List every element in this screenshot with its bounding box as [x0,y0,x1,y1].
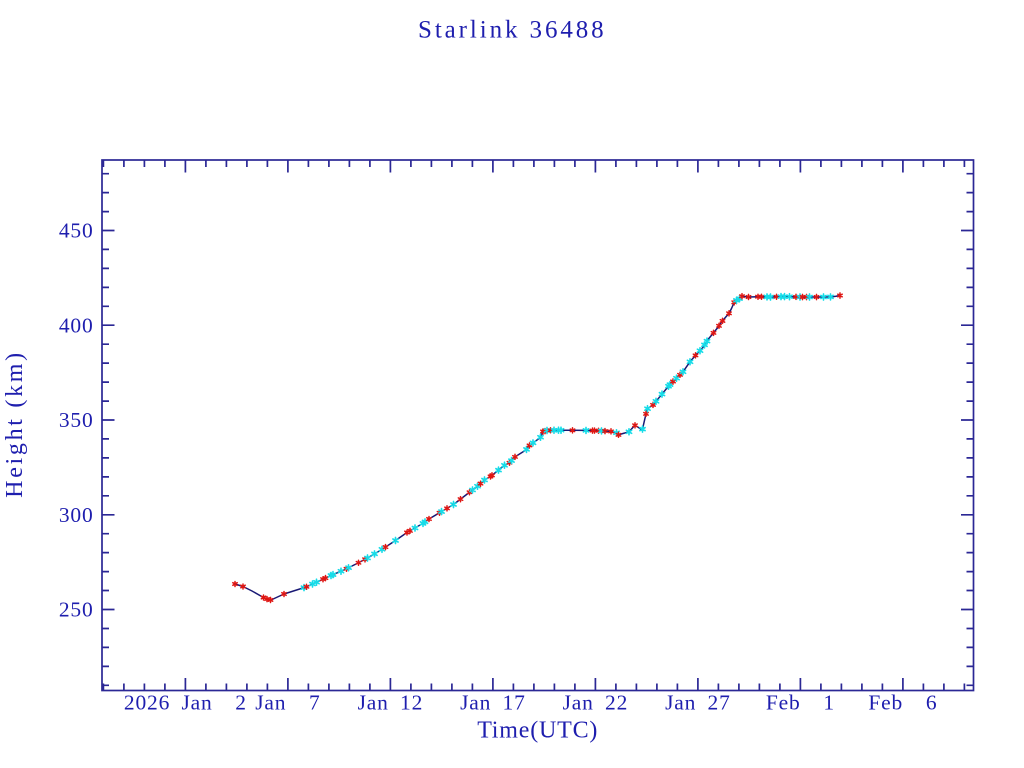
svg-text:Jan 12: Jan 12 [358,691,424,715]
svg-text:300: 300 [59,503,94,527]
svg-text:450: 450 [59,219,94,243]
svg-text:Feb 6: Feb 6 [868,691,937,715]
svg-text:Jan 22: Jan 22 [563,691,629,715]
svg-text:Time(UTC): Time(UTC) [477,718,598,744]
svg-text:Jan 27: Jan 27 [665,691,731,715]
svg-text:400: 400 [59,313,94,337]
svg-text:Feb 1: Feb 1 [766,691,835,715]
svg-text:Height (km): Height (km) [2,350,28,498]
svg-text:Jan 7: Jan 7 [255,691,320,715]
svg-text:350: 350 [59,408,94,432]
svg-text:250: 250 [59,598,94,622]
svg-text:2026 Jan 2: 2026 Jan 2 [124,691,247,715]
svg-text:Jan 17: Jan 17 [460,691,526,715]
svg-text:Starlink 36488: Starlink 36488 [418,17,607,44]
